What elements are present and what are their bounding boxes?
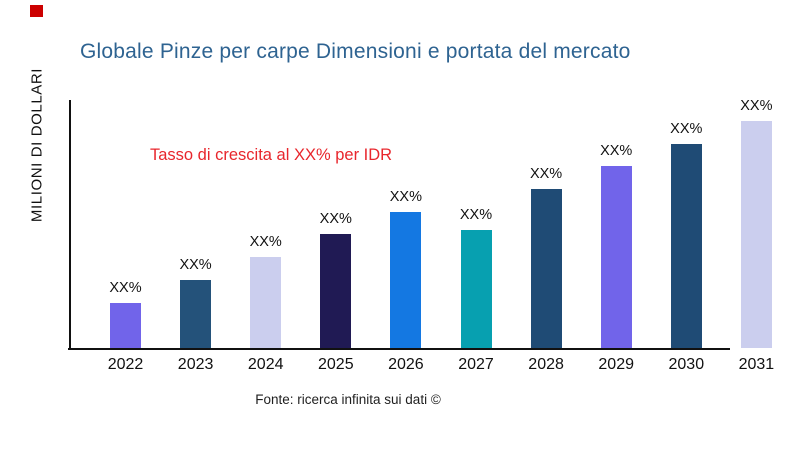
x-tick-2022: 2022 [107,356,144,373]
bar-value-label-2024: XX% [249,234,282,250]
x-tick-2028: 2028 [528,356,564,373]
bar-2031 [740,121,772,348]
bar-2023 [180,280,212,348]
bar-2026 [390,212,422,348]
bar-value-label-2029: XX% [600,143,633,159]
growth-rate-annotation: Tasso di crescita al XX% per IDR [150,146,393,164]
bar-value-label-2025: XX% [319,211,352,227]
x-tick-2026: 2026 [388,356,424,373]
chart-title: Globale Pinze per carpe Dimensioni e por… [80,40,631,63]
x-axis-line [68,348,730,350]
y-axis-line [69,100,71,350]
x-tick-2029: 2029 [598,356,634,373]
x-tick-2027: 2027 [458,356,494,373]
bar-2028 [530,189,562,348]
x-tick-2024: 2024 [247,356,284,373]
x-tick-2031: 2031 [738,356,775,373]
bar-value-label-2030: XX% [670,121,703,137]
bar-2024 [250,257,282,348]
red-corner-marker [30,5,43,17]
bar-value-label-2027: XX% [459,207,493,223]
source-note: Fonte: ricerca infinita sui dati © [255,392,441,407]
x-tick-2023: 2023 [177,356,214,373]
bar-2030 [670,144,702,348]
y-axis-label: MILIONI DI DOLLARI [28,67,46,223]
bar-value-label-2026: XX% [389,189,423,205]
bar-2025 [320,234,352,348]
bar-2027 [460,230,492,348]
bar-value-label-2028: XX% [529,166,563,182]
x-tick-2030: 2030 [668,356,705,373]
bar-value-label-2031: XX% [740,98,773,114]
bar-value-label-2022: XX% [109,280,142,296]
bar-value-label-2023: XX% [179,257,212,273]
bar-2022 [110,303,141,348]
x-tick-2025: 2025 [318,356,354,373]
bar-2029 [600,166,632,348]
